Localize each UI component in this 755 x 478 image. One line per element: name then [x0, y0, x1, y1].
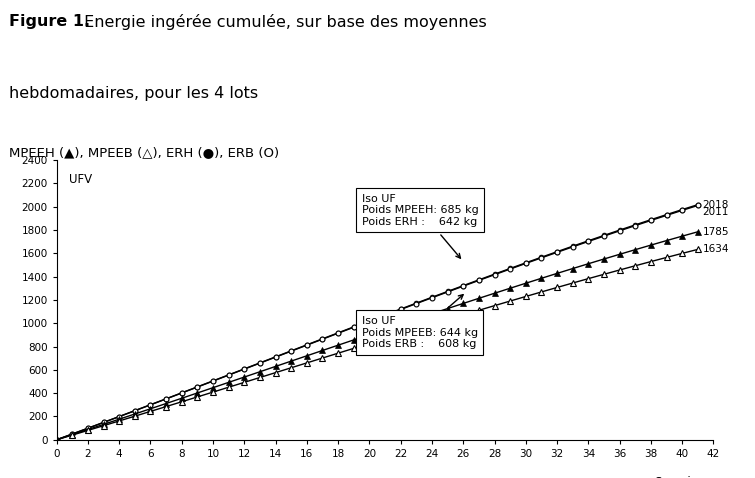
Text: Iso UF
Poids MPEEH: 685 kg
Poids ERH :    642 kg: Iso UF Poids MPEEH: 685 kg Poids ERH : 6…	[362, 194, 479, 258]
Text: Iso UF
Poids MPEEB: 644 kg
Poids ERB :    608 kg: Iso UF Poids MPEEB: 644 kg Poids ERB : 6…	[362, 294, 478, 349]
Text: hebdomadaires, pour les 4 lots: hebdomadaires, pour les 4 lots	[9, 86, 258, 101]
Text: Semaine: Semaine	[654, 476, 706, 478]
Text: 2011: 2011	[702, 207, 729, 217]
Text: UFV: UFV	[69, 173, 92, 186]
Text: Energie ingérée cumulée, sur base des moyennes: Energie ingérée cumulée, sur base des mo…	[79, 14, 486, 30]
Text: 1634: 1634	[702, 244, 729, 254]
Text: 2018: 2018	[702, 200, 729, 210]
Text: Figure 1.: Figure 1.	[9, 14, 90, 29]
Text: 1785: 1785	[702, 227, 729, 237]
Text: MPEEH (▲), MPEEB (△), ERH (●), ERB (O): MPEEH (▲), MPEEB (△), ERH (●), ERB (O)	[9, 146, 279, 159]
